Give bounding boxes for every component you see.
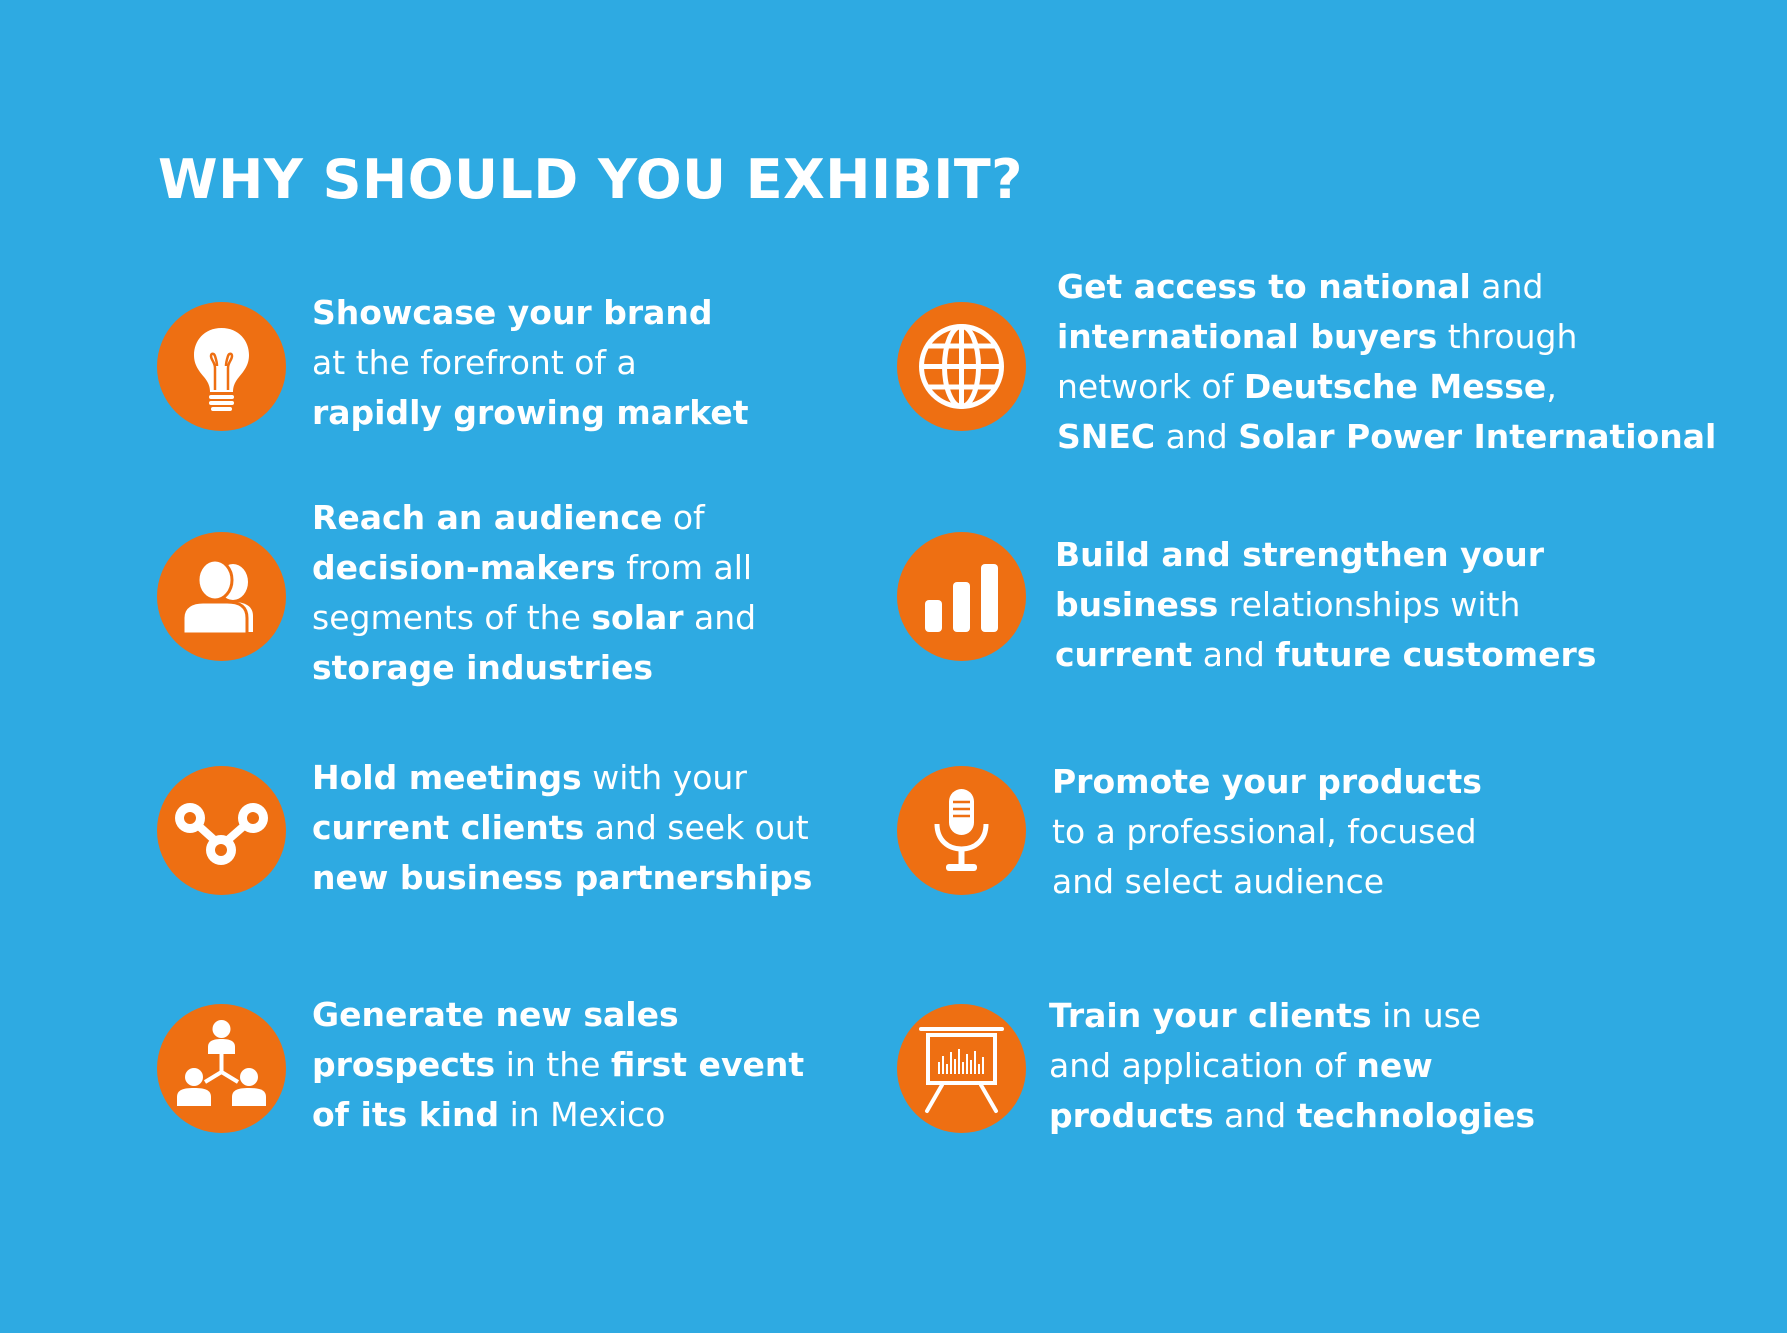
emphasis-text: Generate new sales <box>312 995 679 1034</box>
body-text: relationships with <box>1218 585 1521 624</box>
meetings-icon <box>157 766 286 895</box>
emphasis-text: Hold meetings <box>312 758 582 797</box>
body-text: and <box>1213 1096 1297 1135</box>
emphasis-text: solar <box>591 598 684 637</box>
emphasis-text: Showcase your brand <box>312 293 713 332</box>
body-text: segments of the <box>312 598 592 637</box>
benefit-text-line: Promote your products <box>1052 757 1482 807</box>
emphasis-text: new <box>1356 1046 1433 1085</box>
emphasis-text: current clients <box>312 808 585 847</box>
emphasis-text: first event <box>610 1045 805 1084</box>
emphasis-text: products <box>1049 1096 1214 1135</box>
body-text: with your <box>581 758 747 797</box>
audience-icon <box>157 532 286 661</box>
presentation-board-icon <box>897 1004 1026 1133</box>
emphasis-text: Promote your products <box>1052 762 1482 801</box>
benefit-text: Get access to national and international … <box>1057 262 1716 462</box>
emphasis-text: current <box>1055 635 1193 674</box>
benefit-text-line: business relationships with <box>1055 580 1596 630</box>
emphasis-text: of its kind <box>312 1095 500 1134</box>
emphasis-text: rapidly growing market <box>312 393 749 432</box>
globe-icon <box>897 302 1026 431</box>
body-text: and <box>1155 417 1239 456</box>
benefit-text: Generate new sales prospects in the first… <box>312 990 804 1140</box>
benefit-text-line: new business partnerships <box>312 853 812 903</box>
benefit-text-line: rapidly growing market <box>312 388 749 438</box>
page-title: WHY SHOULD YOU EXHIBIT? <box>158 148 1023 211</box>
body-text: and <box>683 598 757 637</box>
emphasis-text: Solar Power International <box>1238 417 1717 456</box>
network-people-icon <box>157 1004 286 1133</box>
benefit-text: Hold meetings with your current clients a… <box>312 753 812 903</box>
benefit-text: Promote your products to a professional, … <box>1052 757 1482 907</box>
body-text: and seek out <box>584 808 809 847</box>
benefit-text-line: of its kind in Mexico <box>312 1090 804 1140</box>
benefit-text: Build and strengthen your business relati… <box>1055 530 1596 680</box>
benefit-text-line: SNEC and Solar Power International <box>1057 412 1716 462</box>
benefit-text-line: at the forefront of a <box>312 338 749 388</box>
body-text: , <box>1546 367 1557 406</box>
benefit-text-line: network of Deutsche Messe, <box>1057 362 1716 412</box>
emphasis-text: Deutsche Messe <box>1243 367 1547 406</box>
emphasis-text: Reach an audience <box>312 498 663 537</box>
benefit-text-line: Hold meetings with your <box>312 753 812 803</box>
benefit-text-line: and application of new <box>1049 1041 1535 1091</box>
benefit-text-line: prospects in the first event <box>312 1040 804 1090</box>
emphasis-text: decision-makers <box>312 548 616 587</box>
emphasis-text: future customers <box>1275 635 1597 674</box>
body-text: and <box>1470 267 1544 306</box>
body-text: through <box>1437 317 1578 356</box>
emphasis-text: new business partnerships <box>312 858 813 897</box>
benefit-text-line: Get access to national and <box>1057 262 1716 312</box>
benefit-text-line: storage industries <box>312 643 756 693</box>
emphasis-text: Get access to national <box>1057 267 1471 306</box>
benefit-text-line: Build and strengthen your <box>1055 530 1596 580</box>
benefit-text-line: international buyers through <box>1057 312 1716 362</box>
benefit-text-line: Train your clients in use <box>1049 991 1535 1041</box>
benefit-text-line: Reach an audience of <box>312 493 756 543</box>
benefit-text-line: products and technologies <box>1049 1091 1535 1141</box>
benefit-text-line: to a professional, focused <box>1052 807 1482 857</box>
benefit-text: Reach an audience of decision-makers from… <box>312 493 756 693</box>
body-text: to a professional, focused <box>1052 812 1477 851</box>
benefit-text-line: and select audience <box>1052 857 1482 907</box>
body-text: in use <box>1371 996 1482 1035</box>
benefit-text: Showcase your brand at the forefront of a… <box>312 288 749 438</box>
microphone-icon <box>897 766 1026 895</box>
benefit-text-line: Generate new sales <box>312 990 804 1040</box>
emphasis-text: Train your clients <box>1049 996 1372 1035</box>
body-text: network of <box>1057 367 1244 406</box>
bar-chart-icon <box>897 532 1026 661</box>
body-text: in Mexico <box>499 1095 666 1134</box>
body-text: in the <box>495 1045 611 1084</box>
body-text: and application of <box>1049 1046 1357 1085</box>
body-text: of <box>662 498 705 537</box>
emphasis-text: technologies <box>1296 1096 1536 1135</box>
body-text: from all <box>615 548 753 587</box>
benefit-text: Train your clients in use and application… <box>1049 991 1535 1141</box>
benefit-text-line: current and future customers <box>1055 630 1596 680</box>
emphasis-text: business <box>1055 585 1219 624</box>
emphasis-text: storage industries <box>312 648 654 687</box>
emphasis-text: SNEC <box>1057 417 1156 456</box>
body-text: at the forefront of a <box>312 343 637 382</box>
benefit-text-line: Showcase your brand <box>312 288 749 338</box>
benefit-text-line: current clients and seek out <box>312 803 812 853</box>
emphasis-text: Build and strengthen your <box>1055 535 1545 574</box>
benefit-text-line: segments of the solar and <box>312 593 756 643</box>
body-text: and select audience <box>1052 862 1385 901</box>
emphasis-text: prospects <box>312 1045 496 1084</box>
benefit-text-line: decision-makers from all <box>312 543 756 593</box>
lightbulb-icon <box>157 302 286 431</box>
emphasis-text: international buyers <box>1057 317 1438 356</box>
body-text: and <box>1192 635 1276 674</box>
